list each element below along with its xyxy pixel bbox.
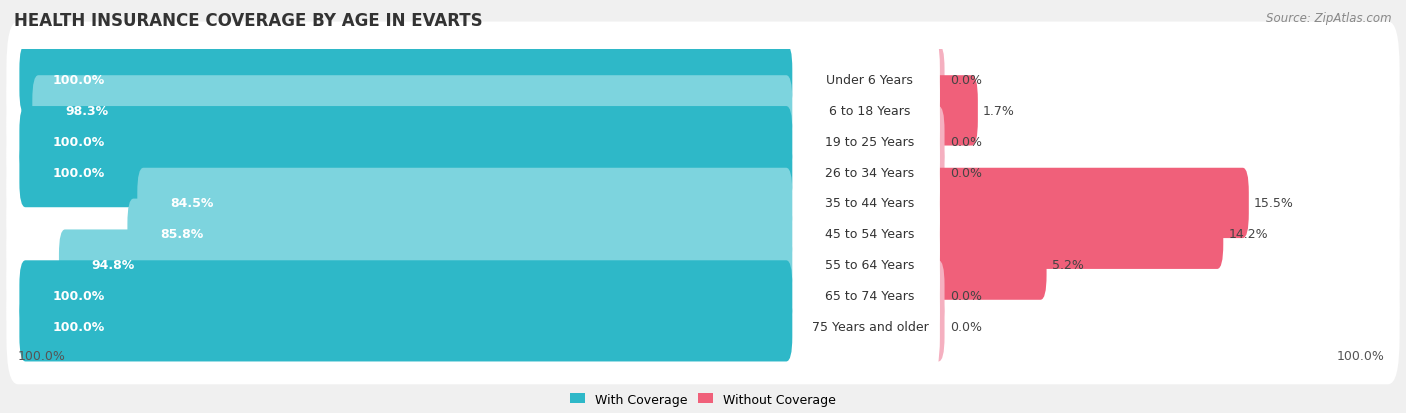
FancyBboxPatch shape [7, 115, 1399, 230]
Text: 94.8%: 94.8% [91, 259, 135, 271]
FancyBboxPatch shape [932, 292, 945, 362]
Text: Source: ZipAtlas.com: Source: ZipAtlas.com [1267, 12, 1392, 25]
Legend: With Coverage, Without Coverage: With Coverage, Without Coverage [565, 388, 841, 411]
Text: 55 to 64 Years: 55 to 64 Years [825, 259, 914, 271]
Text: 1.7%: 1.7% [983, 104, 1015, 118]
Text: 100.0%: 100.0% [52, 166, 104, 179]
Text: 35 to 44 Years: 35 to 44 Years [825, 197, 914, 210]
Text: 100.0%: 100.0% [18, 349, 66, 362]
FancyBboxPatch shape [138, 169, 793, 238]
Text: 0.0%: 0.0% [950, 135, 981, 148]
FancyBboxPatch shape [800, 63, 939, 159]
Text: Under 6 Years: Under 6 Years [827, 74, 914, 87]
Text: 26 to 34 Years: 26 to 34 Years [825, 166, 914, 179]
Text: 0.0%: 0.0% [950, 74, 981, 87]
Text: 14.2%: 14.2% [1229, 228, 1268, 241]
FancyBboxPatch shape [932, 107, 945, 177]
Text: 98.3%: 98.3% [65, 104, 108, 118]
FancyBboxPatch shape [800, 124, 939, 221]
Text: 45 to 54 Years: 45 to 54 Years [825, 228, 914, 241]
FancyBboxPatch shape [7, 145, 1399, 261]
FancyBboxPatch shape [7, 53, 1399, 169]
FancyBboxPatch shape [20, 138, 793, 208]
FancyBboxPatch shape [932, 169, 1249, 238]
Text: 100.0%: 100.0% [52, 135, 104, 148]
Text: 0.0%: 0.0% [950, 320, 981, 333]
FancyBboxPatch shape [59, 230, 793, 300]
Text: 65 to 74 Years: 65 to 74 Years [825, 289, 914, 302]
FancyBboxPatch shape [932, 45, 945, 115]
Text: 15.5%: 15.5% [1254, 197, 1294, 210]
Text: 100.0%: 100.0% [52, 74, 104, 87]
FancyBboxPatch shape [7, 84, 1399, 200]
FancyBboxPatch shape [800, 186, 939, 282]
FancyBboxPatch shape [800, 94, 939, 190]
FancyBboxPatch shape [20, 107, 793, 177]
FancyBboxPatch shape [932, 261, 945, 331]
FancyBboxPatch shape [800, 32, 939, 128]
Text: 84.5%: 84.5% [170, 197, 214, 210]
FancyBboxPatch shape [932, 230, 1046, 300]
Text: 100.0%: 100.0% [52, 289, 104, 302]
Text: 6 to 18 Years: 6 to 18 Years [830, 104, 911, 118]
Text: 85.8%: 85.8% [160, 228, 204, 241]
Text: HEALTH INSURANCE COVERAGE BY AGE IN EVARTS: HEALTH INSURANCE COVERAGE BY AGE IN EVAR… [14, 12, 482, 30]
FancyBboxPatch shape [800, 278, 939, 375]
Text: 75 Years and older: 75 Years and older [811, 320, 928, 333]
FancyBboxPatch shape [7, 269, 1399, 385]
FancyBboxPatch shape [20, 292, 793, 362]
FancyBboxPatch shape [32, 76, 793, 146]
FancyBboxPatch shape [20, 45, 793, 115]
Text: 100.0%: 100.0% [1337, 349, 1385, 362]
FancyBboxPatch shape [932, 76, 977, 146]
Text: 19 to 25 Years: 19 to 25 Years [825, 135, 914, 148]
FancyBboxPatch shape [932, 138, 945, 208]
Text: 0.0%: 0.0% [950, 166, 981, 179]
FancyBboxPatch shape [20, 261, 793, 331]
Text: 0.0%: 0.0% [950, 289, 981, 302]
FancyBboxPatch shape [7, 22, 1399, 138]
Text: 100.0%: 100.0% [52, 320, 104, 333]
FancyBboxPatch shape [7, 238, 1399, 354]
Text: 5.2%: 5.2% [1052, 259, 1084, 271]
FancyBboxPatch shape [932, 199, 1223, 269]
FancyBboxPatch shape [800, 217, 939, 313]
FancyBboxPatch shape [800, 155, 939, 252]
FancyBboxPatch shape [7, 176, 1399, 292]
FancyBboxPatch shape [7, 207, 1399, 323]
FancyBboxPatch shape [128, 199, 793, 269]
FancyBboxPatch shape [800, 247, 939, 344]
